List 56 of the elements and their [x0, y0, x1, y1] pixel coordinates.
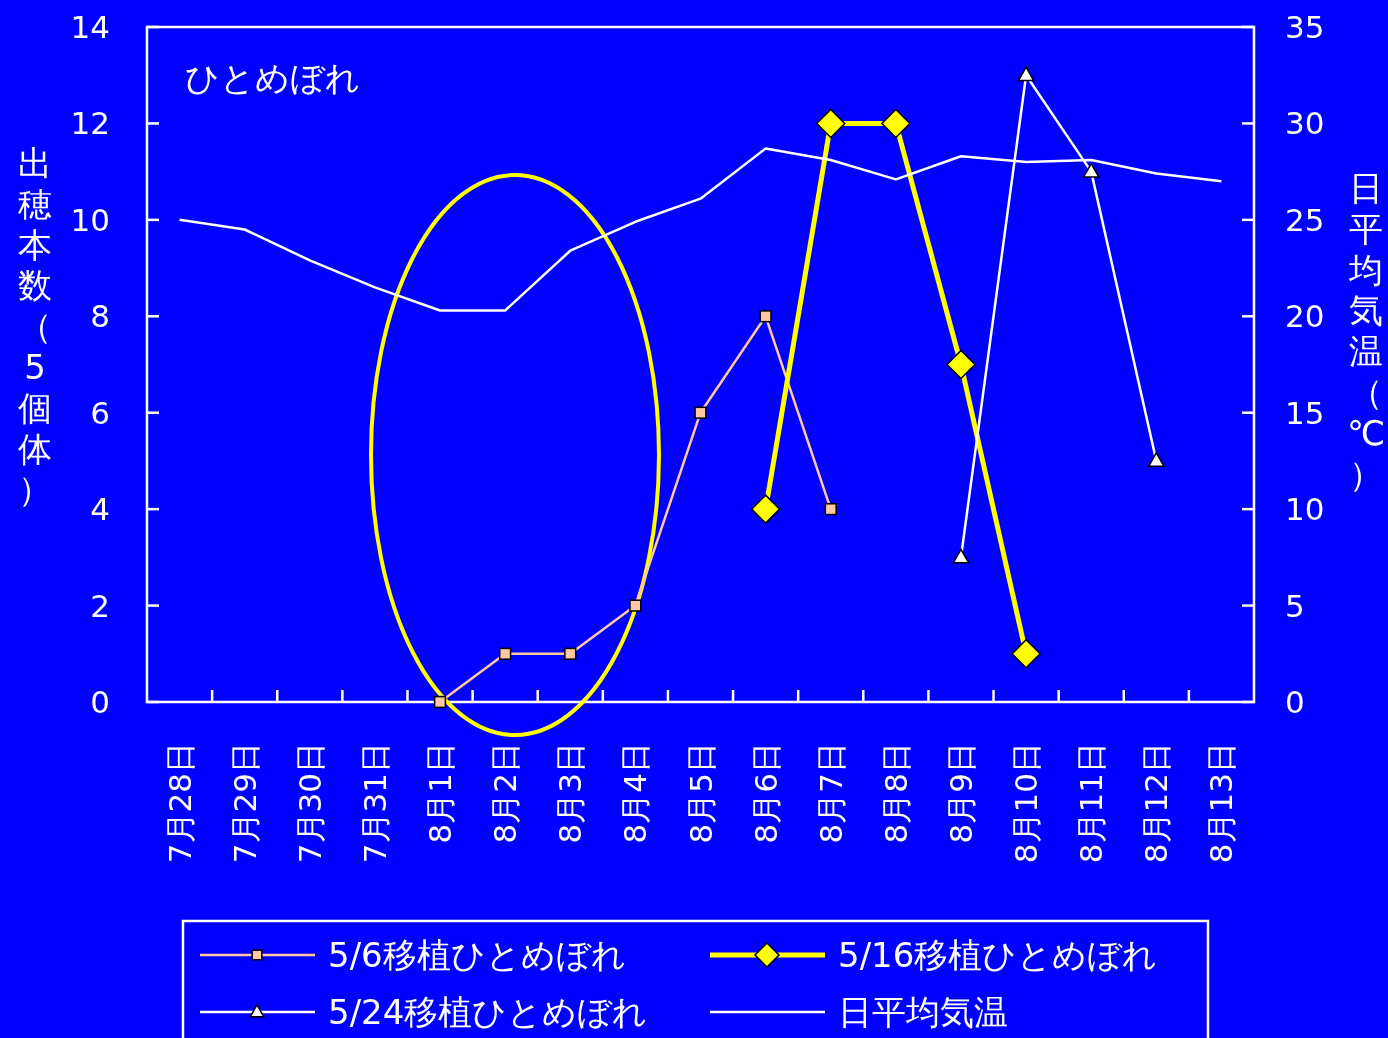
point: [952, 548, 970, 564]
point: [433, 695, 447, 709]
x-tick-label: 8月8日: [877, 742, 914, 844]
point: [1082, 162, 1100, 178]
y2-tick-label: 10: [1285, 491, 1325, 528]
y-tick-label: 14: [70, 9, 110, 45]
y2-axis-title: 日平均気温（℃）: [1346, 168, 1386, 494]
x-tick-label: 8月7日: [812, 742, 849, 844]
x-tick-label: 8月6日: [747, 742, 784, 844]
legend-label: 日平均気温: [838, 992, 1008, 1032]
y2-tick-label: 35: [1285, 9, 1325, 45]
point: [694, 406, 707, 419]
x-tick-label: 7月29日: [226, 742, 263, 864]
x-tick-label: 7月30日: [291, 742, 328, 864]
x-tick-label: 8月5日: [682, 742, 719, 844]
y2-tick-label: 5: [1285, 587, 1305, 624]
x-tick-label: 8月2日: [487, 742, 524, 844]
x-tick-label: 8月3日: [552, 742, 589, 844]
y2-tick-label: 30: [1285, 105, 1325, 142]
x-tick-label: 8月1日: [422, 742, 459, 844]
y-tick-label: 2: [90, 587, 110, 624]
y-tick-label: 12: [70, 105, 110, 142]
x-tick-label: 8月9日: [942, 742, 979, 844]
point: [824, 502, 837, 516]
legend-label: 5/6移植ひとめぼれ: [328, 935, 626, 975]
y2-tick-label: 20: [1285, 298, 1325, 335]
x-tick-label: 7月28日: [161, 742, 198, 864]
legend-label: 5/24移植ひとめぼれ: [328, 992, 648, 1032]
x-tick-label: 8月10日: [1008, 742, 1045, 864]
point: [815, 108, 846, 139]
x-tick-label: 8月11日: [1073, 742, 1110, 864]
y2-tick-label: 25: [1285, 201, 1325, 238]
point: [759, 310, 772, 323]
x-tick-label: 8月12日: [1138, 742, 1175, 864]
legend-label: 5/16移植ひとめぼれ: [838, 935, 1158, 975]
point: [629, 599, 642, 612]
y-tick-label: 6: [90, 394, 110, 431]
x-tick-label: 8月13日: [1203, 742, 1240, 864]
y-tick-label: 10: [70, 201, 110, 238]
text: ひとめぼれ: [185, 58, 360, 98]
x-tick-label: 7月31日: [356, 742, 393, 864]
point: [881, 108, 911, 139]
y2-tick-label: 15: [1285, 394, 1325, 431]
point: [1017, 66, 1035, 82]
point: [750, 494, 781, 524]
y-tick-label: 0: [90, 684, 110, 720]
point: [1147, 452, 1165, 468]
y2-tick-label: 0: [1285, 684, 1305, 720]
y-tick-label: 8: [90, 298, 110, 335]
x-tick-label: 8月4日: [617, 742, 654, 844]
text: 出穂本数（5個体）: [18, 143, 52, 510]
point: [499, 647, 512, 660]
y-tick-label: 4: [90, 491, 110, 528]
point: [1011, 639, 1041, 669]
point: [564, 647, 577, 660]
point: [946, 349, 976, 380]
